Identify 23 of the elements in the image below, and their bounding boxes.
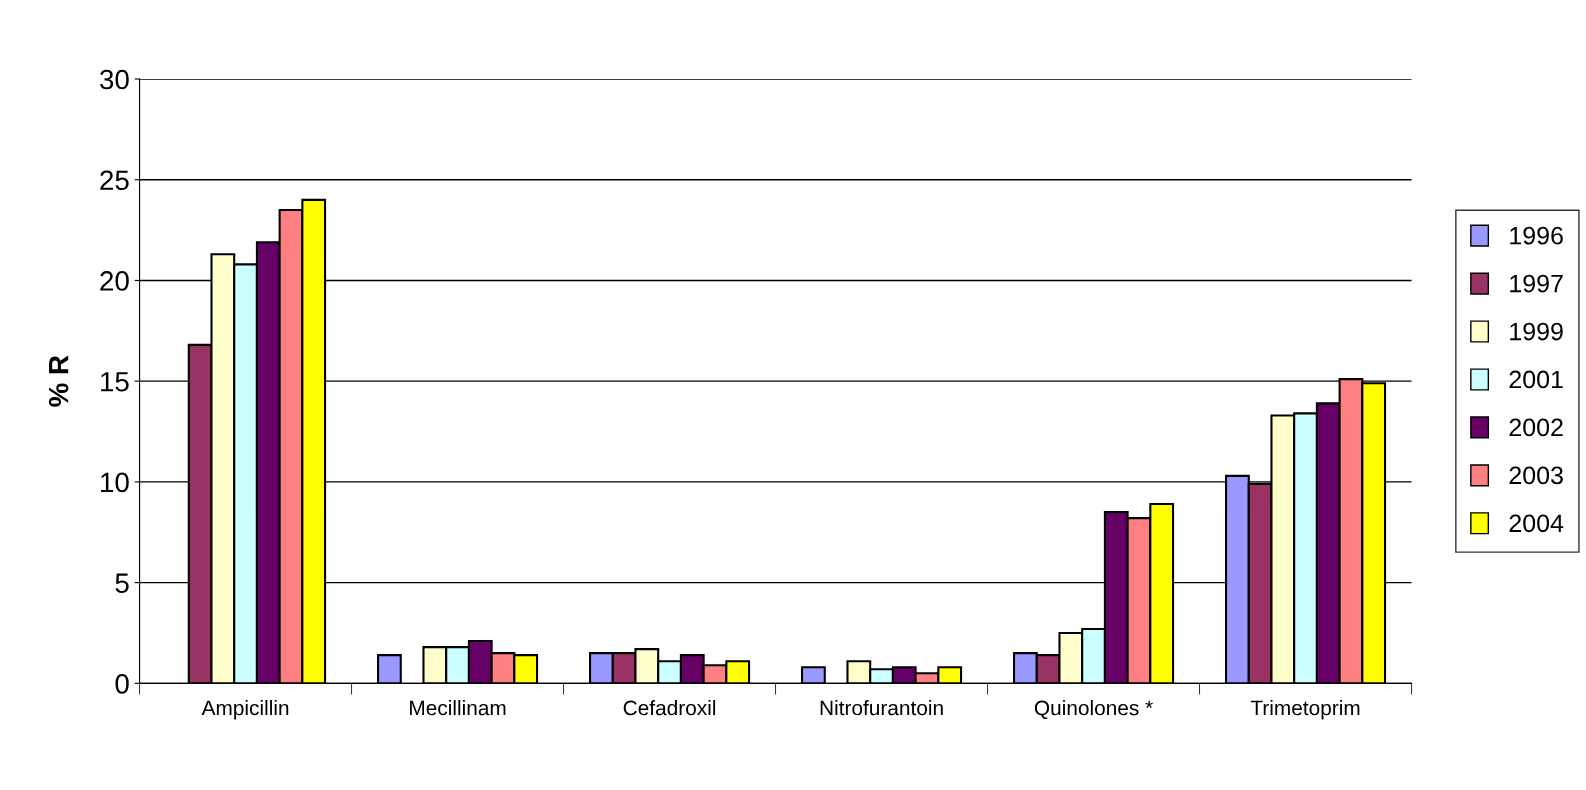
legend-label: 2002 (1509, 418, 1563, 437)
x-tick-label: Ampicillin (201, 700, 289, 720)
y-tick-label: 20 (100, 271, 129, 291)
legend-label: 2001 (1509, 370, 1563, 389)
legend-label: 1996 (1510, 226, 1563, 245)
x-tick-label: Cefadroxil (623, 700, 716, 716)
y-tick-label: 10 (101, 472, 129, 493)
x-tick-label: Trimetoprim (1250, 700, 1360, 720)
y-tick-label: 5 (115, 573, 129, 593)
legend-label: 1997 (1510, 274, 1563, 293)
legend-label: 2004 (1509, 514, 1564, 533)
legend-label: 1999 (1510, 322, 1563, 341)
y-tick-label: 25 (100, 170, 129, 191)
bar (801, 666, 826, 684)
x-tick-label: Mecillinam (410, 700, 506, 716)
y-tick-label: 0 (115, 674, 129, 694)
y-tick-label: 30 (100, 69, 129, 90)
legend-label: 2003 (1509, 466, 1563, 485)
y-axis-title: % R (48, 355, 69, 407)
x-tick-label: Nitrofurantoin (820, 700, 943, 716)
x-tick-label: Quinolones * (1034, 700, 1153, 720)
y-tick-label: 15 (101, 372, 129, 392)
bar (377, 654, 402, 684)
